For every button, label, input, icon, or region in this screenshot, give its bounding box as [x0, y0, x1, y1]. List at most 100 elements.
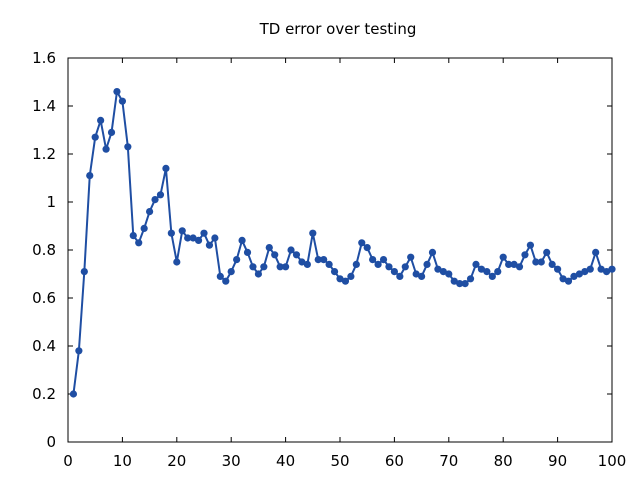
data-point: [510, 260, 518, 268]
data-point: [314, 256, 322, 264]
data-point: [320, 256, 328, 264]
data-point: [102, 145, 110, 153]
data-point: [91, 133, 99, 141]
data-point: [450, 277, 458, 285]
data-point: [341, 277, 350, 285]
data-point: [80, 268, 88, 276]
x-tick-label: 80: [494, 452, 513, 470]
data-point: [428, 248, 437, 256]
data-point: [423, 260, 431, 268]
data-point: [407, 253, 415, 261]
data-point: [146, 208, 154, 216]
data-point: [227, 268, 235, 276]
data-point: [401, 263, 409, 271]
data-point: [86, 172, 94, 180]
data-point: [379, 256, 388, 264]
data-point: [499, 253, 507, 261]
data-point: [347, 272, 355, 280]
data-point: [521, 251, 529, 259]
data-point: [336, 275, 344, 283]
y-tick-label: 1.6: [32, 49, 56, 67]
data-point: [222, 277, 230, 285]
data-point: [586, 265, 594, 273]
y-tick-label: 0: [46, 433, 56, 451]
data-point: [303, 260, 311, 268]
data-point: [494, 268, 502, 276]
data-point: [233, 256, 241, 264]
data-point: [276, 263, 284, 271]
data-point: [118, 97, 126, 105]
data-point: [456, 280, 464, 288]
data-point: [75, 347, 83, 355]
data-point: [129, 232, 137, 240]
plot-frame: [67, 57, 613, 443]
data-point: [97, 116, 105, 124]
data-point: [505, 260, 513, 268]
data-point: [358, 239, 366, 247]
chart-title: TD error over testing: [259, 20, 417, 38]
data-point: [167, 229, 175, 237]
data-point: [374, 260, 382, 268]
data-point: [592, 248, 600, 256]
data-point: [466, 275, 475, 283]
data-point: [477, 265, 486, 273]
data-point: [205, 241, 214, 249]
data-point: [156, 191, 165, 199]
data-point: [254, 270, 262, 278]
axis-ticks: [67, 57, 613, 443]
data-point: [570, 272, 578, 280]
data-point: [439, 268, 447, 276]
y-tick-label: 1.2: [32, 145, 56, 163]
data-point: [184, 234, 192, 242]
data-point: [412, 270, 420, 278]
data-point: [390, 268, 398, 276]
data-point: [124, 143, 132, 151]
data-point: [532, 258, 540, 266]
y-tick-label: 0.8: [32, 241, 56, 259]
data-point: [548, 260, 556, 268]
data-point: [396, 272, 404, 280]
x-tick-label: 50: [330, 452, 349, 470]
y-tick-label: 0.4: [32, 337, 56, 355]
x-tick-label: 10: [113, 452, 132, 470]
data-point: [434, 265, 442, 273]
x-tick-label: 30: [222, 452, 241, 470]
data-point: [352, 260, 360, 268]
data-point: [559, 275, 567, 283]
data-point: [608, 265, 616, 273]
data-point: [418, 272, 426, 280]
data-point: [330, 268, 339, 276]
data-point: [69, 390, 78, 398]
data-point: [309, 229, 317, 237]
x-tick-label: 60: [385, 452, 404, 470]
data-point: [472, 260, 480, 268]
data-point: [575, 270, 583, 278]
data-point: [189, 234, 197, 242]
data-point: [271, 251, 279, 259]
y-tick-label: 0.6: [32, 289, 56, 307]
data-point: [151, 196, 159, 204]
data-point: [249, 263, 257, 271]
data-point: [260, 263, 268, 271]
data-point: [602, 268, 611, 276]
data-point: [515, 263, 524, 271]
data-point: [543, 248, 551, 256]
data-point: [178, 227, 186, 235]
x-tick-label: 40: [276, 452, 295, 470]
y-tick-label: 1: [46, 193, 56, 211]
data-point: [445, 270, 453, 278]
x-tick-labels: 0 10 20 30 40 50 60 70 80 90 100: [63, 452, 626, 470]
data-point: [292, 251, 301, 259]
data-point: [581, 268, 589, 276]
data-point: [461, 280, 469, 288]
x-tick-label: 0: [63, 452, 73, 470]
data-point: [107, 128, 116, 136]
x-tick-label: 20: [167, 452, 186, 470]
data-point: [363, 244, 371, 252]
data-point: [526, 241, 535, 249]
y-tick-label: 1.4: [32, 97, 56, 115]
x-tick-label: 70: [439, 452, 458, 470]
data-point: [216, 272, 224, 280]
data-point: [173, 258, 181, 266]
